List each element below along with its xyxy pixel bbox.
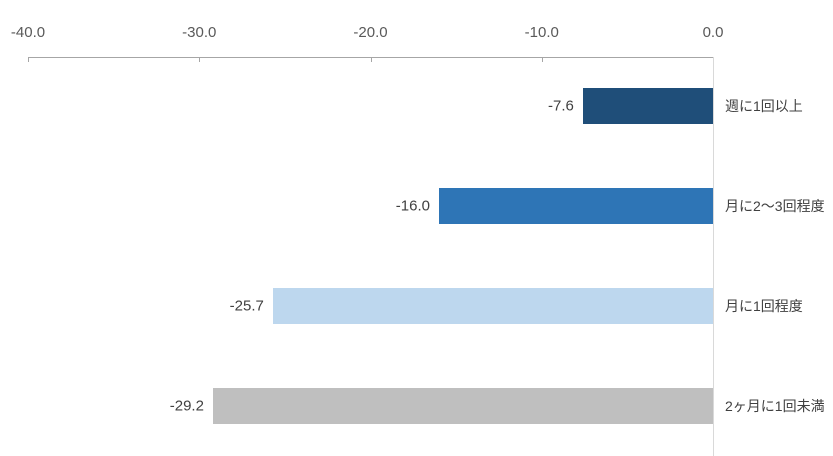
bar-1 [439, 188, 713, 224]
bar-value-label: -25.7 [229, 297, 264, 315]
bar-value-label: -16.0 [395, 197, 430, 215]
axis-tick-mark [370, 57, 372, 62]
bar-0 [582, 88, 713, 124]
axis-tick-mark [28, 57, 29, 62]
axis-tick-label: -20.0 [353, 24, 388, 41]
axis-tick-label: -30.0 [182, 24, 217, 41]
axis-tick-mark [199, 57, 201, 62]
axis-tick-label: -40.0 [10, 24, 46, 41]
bar-category-label: 2ヶ月に1回未満 [725, 398, 825, 414]
axis-line [28, 57, 713, 58]
bar-category-label: 週に1回以上 [725, 98, 803, 114]
bar-3 [212, 388, 713, 424]
zero-baseline [713, 57, 714, 456]
axis-tick-mark [541, 57, 543, 62]
bar-value-label: -29.2 [169, 397, 204, 415]
bar-category-label: 月に1回程度 [725, 298, 803, 314]
bar-2 [272, 288, 713, 324]
bar-category-label: 月に2〜3回程度 [725, 198, 825, 214]
axis-tick-label: -10.0 [524, 24, 559, 41]
bar-value-label: -7.6 [547, 97, 574, 115]
axis-tick-label: 0.0 [702, 24, 724, 41]
